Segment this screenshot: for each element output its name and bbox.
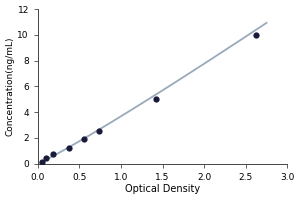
Point [154, 98, 158, 101]
Point [81, 138, 86, 141]
Point [96, 130, 101, 133]
Point [253, 33, 258, 36]
Y-axis label: Concentration(ng/mL): Concentration(ng/mL) [6, 37, 15, 136]
Point [50, 152, 55, 155]
Point [66, 146, 71, 149]
X-axis label: Optical Density: Optical Density [125, 184, 200, 194]
Point [44, 157, 49, 160]
Point [40, 161, 44, 164]
